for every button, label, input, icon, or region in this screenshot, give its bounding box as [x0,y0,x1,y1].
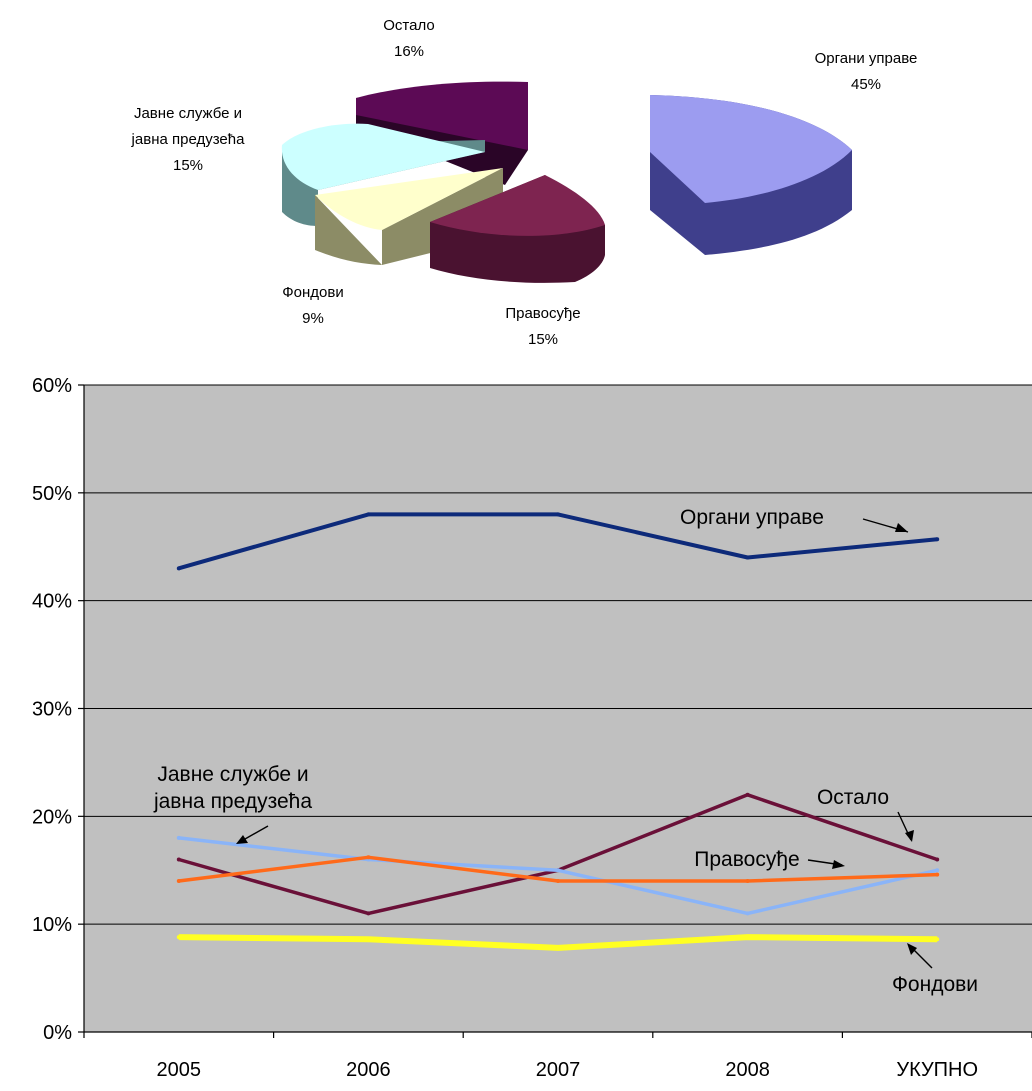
pie-label-pravosudje-pct: 15% [528,331,558,348]
series-point [366,855,371,860]
annotation-javne-line1: Јавне службе и [157,763,308,786]
series-point [556,868,560,873]
x-tick-label: УКУПНО [896,1059,978,1081]
x-tick-label: 2005 [157,1059,202,1081]
series-point [935,537,940,542]
annotation-organi: Органи управе [680,506,824,529]
pie-slice-javne [281,123,485,226]
pie-slice-ostalo [356,81,528,185]
y-tick-label: 10% [32,914,72,936]
pie-label-pravosudje-name: Правосуђе [505,305,580,322]
pie-label-ostalo-pct: 16% [394,43,424,60]
arrow-javne-head [236,835,248,844]
series-point [366,937,371,942]
series-point [935,857,940,862]
series-point [556,879,560,884]
series-point [935,937,940,942]
series-point [176,835,181,840]
pie-slice-organi-top [650,95,852,203]
series-point [745,879,750,884]
pie-slice-pravosudje-top [430,175,605,236]
series-point [366,911,371,916]
series-point [935,872,940,877]
y-tick-label: 50% [32,483,72,505]
series-point [556,512,560,517]
series-lines [176,512,940,951]
series-point [745,792,750,797]
pie-slice-ostalo-top [356,81,528,150]
pie-label-javne-line1: Јавне службе и [134,105,242,122]
series-point [176,857,181,862]
annotation-javne-line2: јавна предузећа [153,790,312,813]
pie-slice-fondovi-top [315,168,503,230]
arrow-ostalo-head [905,830,914,842]
annotation-fondovi: Фондови [892,973,978,996]
series-point [176,935,181,940]
y-tick-label: 20% [32,806,72,828]
x-tick-label: 2008 [725,1059,770,1081]
series-point [745,555,750,560]
pie-slice-organi-uprave [650,95,852,255]
arrow-pravosudje-head [832,860,845,869]
series-point [745,935,750,940]
y-axis-ticks: 0% 10% 20% 30% 40% 50% 60% [32,375,84,1044]
annotation-pravosudje: Правосуђе [694,848,799,871]
y-tick-label: 60% [32,375,72,397]
series-point [935,868,940,873]
pie-label-ostalo-name: Остало [383,17,434,34]
series-point [745,911,750,916]
pie-chart: Остало 16% Органи управе 45% Јавне служб… [131,17,918,348]
series-point [176,566,181,571]
pie-label-fondovi-pct: 9% [302,310,324,327]
pie-label-javne-line2: јавна предузећа [131,131,246,148]
y-tick-label: 0% [43,1022,72,1044]
series-point [176,879,181,884]
x-tick-label: 2006 [346,1059,391,1081]
pie-slice-javne-top [281,123,485,190]
pie-label-javne-pct: 15% [173,157,203,174]
pie-label-fondovi-name: Фондови [282,284,343,301]
pie-label-organi-pct: 45% [851,76,881,93]
y-tick-label: 40% [32,591,72,613]
arrow-organi-head [895,523,908,532]
arrow-fondovi-head [907,943,917,955]
gridlines [84,384,1032,925]
series-point [556,945,560,950]
pie-label-organi-name: Органи управе [815,50,918,67]
line-chart: 0% 10% 20% 30% 40% 50% 60% 2005 2006 2007 2008 УКУ… [32,375,1032,1081]
x-axis-ticks: 2005 2006 2007 2008 УКУПНО [83,1032,1032,1081]
pie-slice-pravosudje [430,175,605,283]
x-tick-label: 2007 [536,1059,581,1081]
y-tick-label: 30% [32,699,72,721]
series-point [366,512,371,517]
annotation-ostalo: Остало [817,786,889,809]
